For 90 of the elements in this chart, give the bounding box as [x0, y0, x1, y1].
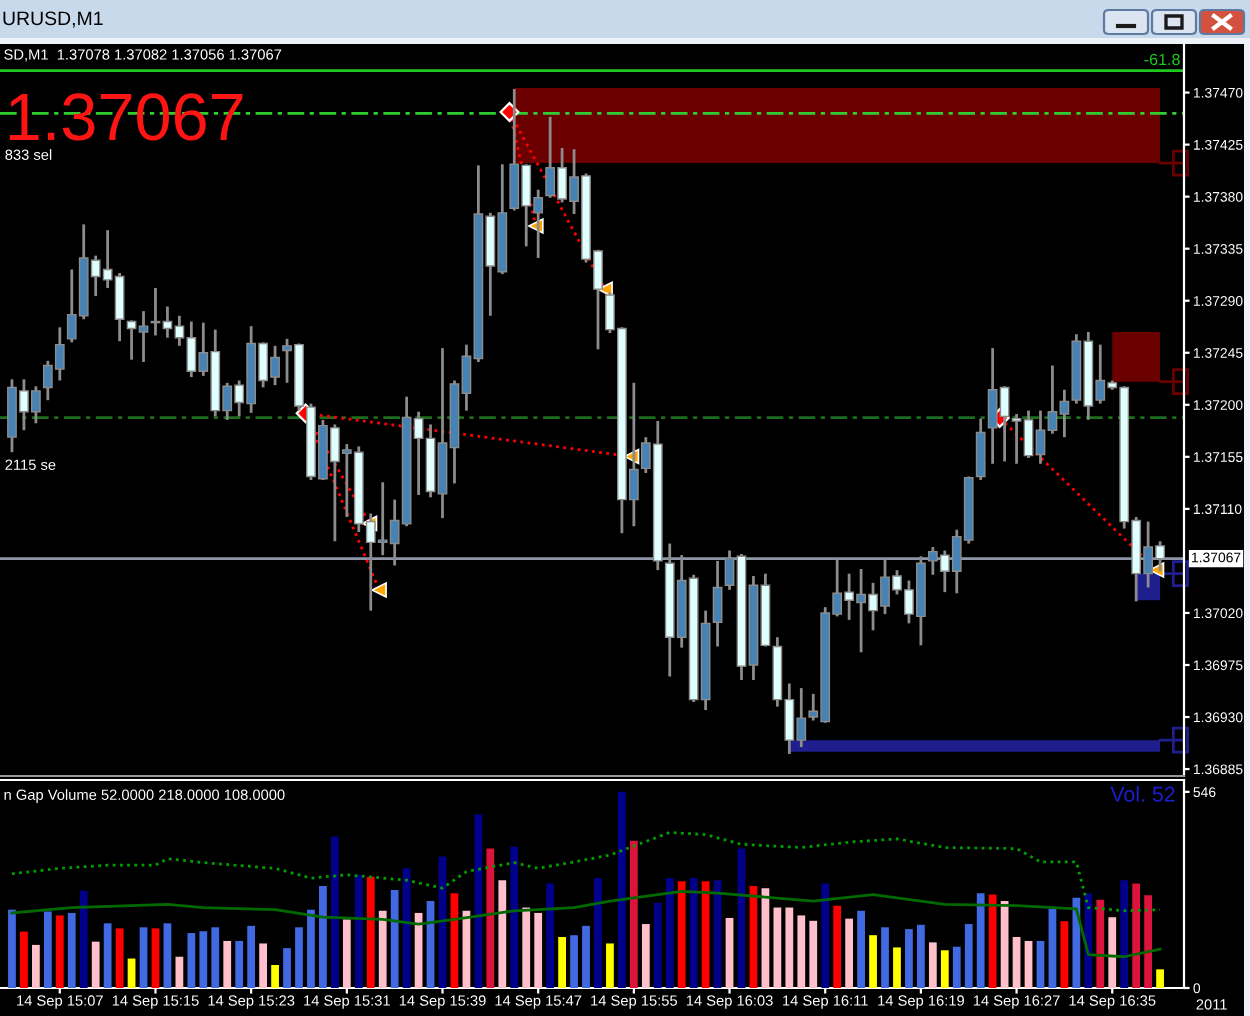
annotation: Vol. 52 — [1110, 786, 1175, 802]
bar — [474, 814, 483, 988]
bar — [151, 928, 160, 988]
candlestick — [975, 417, 986, 482]
bar — [187, 933, 196, 988]
bar — [1024, 940, 1033, 988]
bar — [199, 931, 208, 988]
bar — [1132, 883, 1141, 988]
bar — [905, 929, 913, 988]
bar — [522, 907, 531, 988]
bar — [881, 927, 889, 988]
bar — [1060, 921, 1069, 988]
bar — [629, 840, 638, 988]
bar — [701, 881, 710, 988]
bar — [498, 880, 507, 988]
bar — [295, 927, 303, 988]
bar — [1096, 899, 1105, 988]
bar — [115, 928, 124, 988]
bar — [139, 927, 148, 988]
bar — [163, 923, 172, 988]
bar — [570, 935, 578, 988]
annotation: -61.8 — [1144, 53, 1180, 66]
bar — [390, 889, 399, 988]
line-series — [10, 889, 1162, 959]
bar — [1048, 908, 1057, 988]
bar — [809, 920, 818, 988]
bar — [402, 868, 411, 988]
bar — [55, 915, 64, 988]
bar — [594, 878, 602, 988]
bar — [725, 917, 734, 988]
bar — [378, 910, 387, 988]
text: URUSD,M1 — [3, 11, 103, 28]
bar — [785, 907, 794, 988]
bar — [43, 911, 52, 988]
bar — [31, 944, 40, 988]
bar — [1144, 895, 1153, 988]
bar — [510, 846, 519, 988]
bar — [964, 924, 973, 988]
bar — [307, 909, 315, 988]
bar — [91, 941, 100, 988]
bar — [1012, 936, 1021, 988]
bar — [1072, 897, 1081, 988]
bar — [618, 791, 626, 988]
bar — [677, 881, 686, 988]
bar — [259, 943, 267, 988]
bar — [211, 927, 220, 988]
bar — [546, 883, 555, 988]
bar — [665, 878, 674, 988]
bar — [247, 925, 256, 988]
bar — [940, 950, 949, 988]
bar — [606, 943, 614, 988]
bar — [1108, 917, 1117, 988]
bar — [952, 946, 961, 988]
bar — [20, 931, 28, 988]
bar — [821, 883, 830, 988]
bar — [689, 878, 698, 988]
candlestick — [712, 559, 723, 648]
bar — [330, 836, 339, 988]
bar — [486, 848, 495, 988]
bar — [582, 925, 590, 988]
bar — [833, 905, 842, 988]
bar — [928, 942, 937, 988]
bar — [283, 948, 291, 988]
bar — [1120, 880, 1129, 988]
bar — [235, 940, 244, 988]
bar — [366, 876, 375, 988]
bar — [773, 907, 782, 988]
bar — [641, 924, 650, 988]
bar — [797, 915, 806, 988]
bar — [917, 924, 925, 988]
bar — [976, 893, 985, 988]
bar — [1156, 969, 1164, 988]
bar — [79, 890, 88, 988]
bar — [857, 910, 865, 988]
bar — [534, 912, 543, 988]
bar — [653, 902, 662, 988]
bar — [342, 919, 351, 988]
bar — [271, 965, 279, 988]
bar — [988, 894, 997, 988]
bar — [319, 885, 327, 988]
bar — [103, 923, 112, 988]
bar — [354, 874, 363, 988]
bar — [8, 909, 16, 988]
bar — [845, 918, 854, 988]
bar — [1036, 940, 1045, 988]
bar — [67, 912, 76, 988]
bar — [869, 935, 877, 988]
bar — [558, 936, 566, 988]
bar — [893, 947, 901, 988]
bar — [223, 940, 232, 988]
